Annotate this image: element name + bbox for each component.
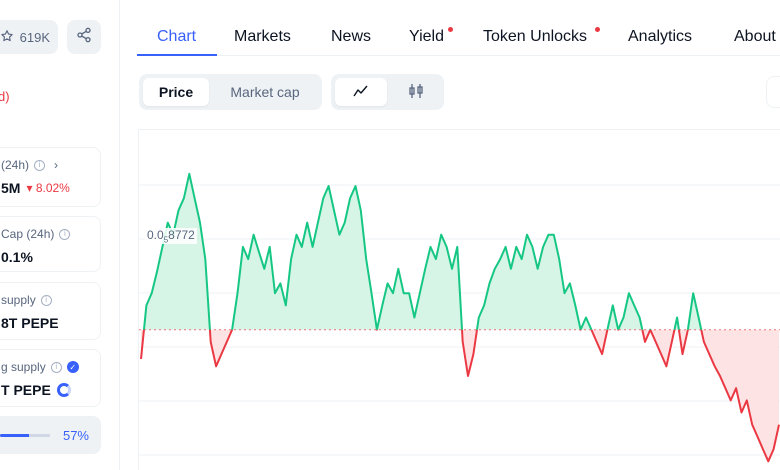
tab-chart[interactable]: Chart bbox=[157, 28, 197, 45]
watchlist-button[interactable]: 619K bbox=[0, 20, 58, 54]
volume-market-cap-card: Cap (24h) i 0.1% bbox=[0, 216, 101, 272]
share-button[interactable] bbox=[67, 20, 101, 54]
supply-ring-icon bbox=[56, 383, 71, 397]
tab-news[interactable]: News bbox=[331, 28, 372, 45]
progress-fill bbox=[0, 434, 29, 437]
circ-supply-label: g supply bbox=[1, 360, 46, 374]
price-change-fragment: d) bbox=[0, 89, 10, 104]
volume-label: (24h) bbox=[1, 158, 30, 172]
candlestick-icon bbox=[408, 83, 424, 102]
tab-token-unlocks[interactable]: Token Unlocks bbox=[483, 28, 588, 45]
tab-markets[interactable]: Markets bbox=[234, 28, 291, 45]
verified-check-icon: ✓ bbox=[66, 361, 79, 373]
token-unlocks-notification-dot bbox=[595, 27, 600, 32]
vol-mcap-value: 0.1% bbox=[1, 249, 33, 265]
chevron-right-icon[interactable]: › bbox=[54, 158, 59, 172]
price-mcap-toggle: Price Market cap bbox=[139, 74, 322, 110]
info-icon[interactable]: i bbox=[34, 159, 46, 171]
price-area-down bbox=[141, 329, 779, 462]
line-chart-icon bbox=[353, 84, 369, 101]
tab-about[interactable]: About bbox=[734, 28, 776, 45]
circ-supply-value: T PEPE bbox=[1, 382, 51, 398]
chart-options-button[interactable] bbox=[766, 76, 780, 108]
tab-analytics[interactable]: Analytics bbox=[628, 28, 693, 45]
price-line-down bbox=[140, 329, 780, 463]
share-icon bbox=[76, 27, 92, 48]
price-line-up bbox=[142, 172, 703, 330]
section-tabs: Chart Markets News Yield Token Unlocks A… bbox=[137, 0, 780, 56]
total-supply-label: supply bbox=[1, 293, 36, 307]
yield-notification-dot bbox=[448, 27, 453, 32]
progress-track bbox=[0, 434, 50, 437]
line-chart-toggle[interactable] bbox=[335, 78, 387, 106]
info-icon[interactable]: i bbox=[50, 361, 62, 373]
volume-change: ▾ 8.02% bbox=[26, 181, 70, 195]
circulating-supply-card: g supply i ✓ T PEPE bbox=[0, 349, 101, 407]
price-chart-svg bbox=[139, 172, 780, 463]
info-icon[interactable]: i bbox=[59, 228, 71, 240]
active-tab-underline bbox=[137, 54, 217, 56]
volume-value: 5M bbox=[1, 180, 21, 196]
vol-mcap-label: Cap (24h) bbox=[1, 227, 55, 241]
opening-price-label: 0.058772 bbox=[145, 228, 197, 245]
star-icon bbox=[0, 29, 14, 46]
total-supply-card: supply i 8T PEPE bbox=[0, 282, 101, 340]
price-chart[interactable] bbox=[138, 129, 780, 470]
volume-card[interactable]: (24h) i › 5M ▾ 8.02% bbox=[0, 147, 101, 207]
total-supply-value: 8T PEPE bbox=[1, 315, 59, 331]
circulation-progress: 57% bbox=[0, 416, 101, 454]
tab-yield[interactable]: Yield bbox=[409, 28, 444, 45]
watchlist-count: 619K bbox=[19, 29, 50, 45]
progress-percent: 57% bbox=[62, 428, 89, 443]
info-icon[interactable]: i bbox=[40, 294, 52, 306]
token-stats-panel: 619K d) (24h) i › 5M ▾ 8.02% Cap (24h) i… bbox=[0, 0, 120, 470]
chart-type-toggle bbox=[331, 74, 444, 110]
market-cap-toggle[interactable]: Market cap bbox=[230, 84, 300, 100]
price-toggle[interactable]: Price bbox=[143, 78, 209, 106]
price-area-up bbox=[141, 173, 779, 330]
candlestick-toggle[interactable] bbox=[391, 78, 441, 106]
